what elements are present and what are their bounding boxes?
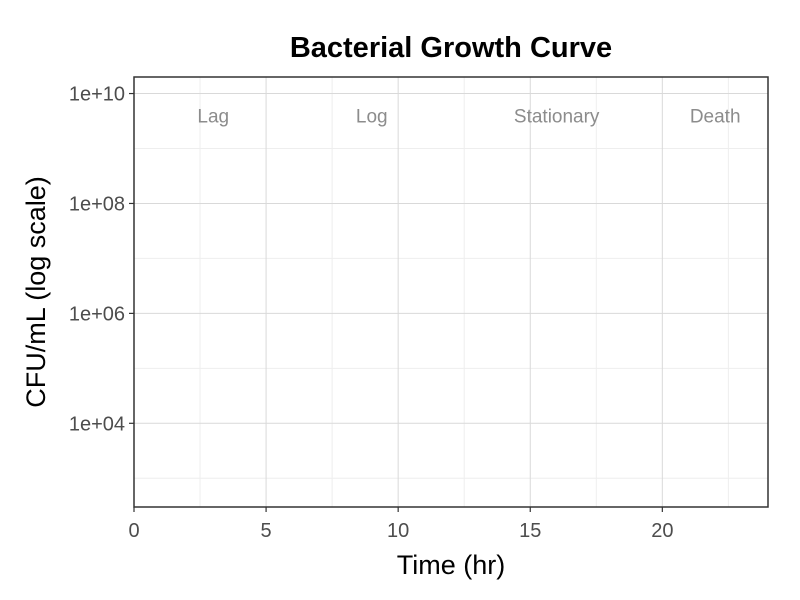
y-tick-label: 1e+04 — [69, 413, 125, 435]
x-tick-label: 0 — [128, 520, 139, 542]
y-tick-label: 1e+08 — [69, 193, 125, 215]
x-axis-label: Time (hr) — [397, 550, 506, 580]
phase-label-stationary: Stationary — [514, 106, 600, 127]
x-tick-label: 20 — [651, 520, 673, 542]
phase-label-death: Death — [690, 106, 741, 127]
grid — [133, 77, 768, 507]
axes: 0 5 10 15 20 1e+04 1e+06 1e+08 1e+10 — [69, 84, 674, 542]
y-tick-label: 1e+06 — [69, 303, 125, 325]
plot-panel-border — [133, 76, 769, 508]
x-tick-label: 5 — [261, 520, 272, 542]
y-axis-label: CFU/mL (log scale) — [21, 176, 51, 408]
phase-annotations: Lag Log Stationary Death — [197, 106, 740, 127]
y-tick-label: 1e+10 — [69, 84, 125, 106]
phase-label-lag: Lag — [197, 106, 229, 127]
chart-title: Bacterial Growth Curve — [290, 32, 612, 64]
phase-label-log: Log — [356, 106, 388, 127]
x-tick-label: 10 — [387, 520, 409, 542]
x-tick-label: 15 — [519, 520, 541, 542]
